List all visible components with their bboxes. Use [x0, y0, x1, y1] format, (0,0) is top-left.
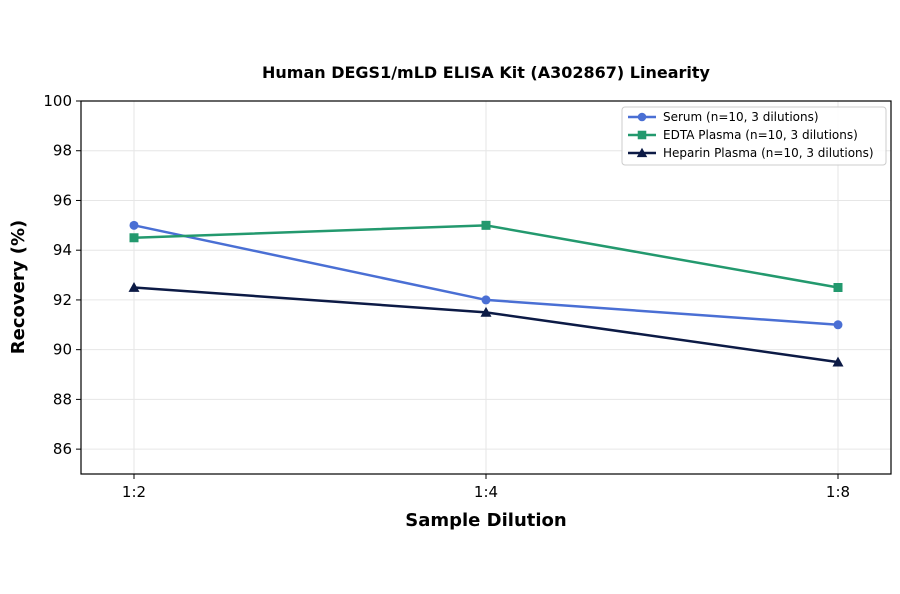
data-point — [129, 233, 139, 243]
legend-label: EDTA Plasma (n=10, 3 dilutions) — [663, 128, 858, 142]
x-tick-label: 1:8 — [826, 483, 850, 501]
data-point — [129, 220, 139, 230]
x-tick-label: 1:2 — [122, 483, 146, 501]
y-tick-label: 96 — [53, 191, 72, 209]
y-tick-label: 88 — [53, 390, 72, 408]
legend-marker — [637, 112, 647, 122]
x-tick-label: 1:4 — [474, 483, 498, 501]
y-tick-label: 90 — [53, 341, 72, 359]
legend-item: EDTA Plasma (n=10, 3 dilutions) — [628, 128, 858, 142]
data-point — [833, 320, 843, 330]
legend-item: Serum (n=10, 3 dilutions) — [628, 110, 819, 124]
series-2 — [129, 220, 843, 292]
y-tick-label: 92 — [53, 291, 72, 309]
data-point — [480, 306, 492, 317]
chart-title: Human DEGS1/mLD ELISA Kit (A302867) Line… — [262, 63, 711, 82]
ticks: 86 88 90 92 94 96 98 100 1:2 1:4 1:8 — [43, 92, 850, 501]
data-point — [481, 220, 491, 230]
data-point — [832, 356, 844, 367]
y-tick-label: 98 — [53, 142, 72, 160]
y-tick-label: 94 — [53, 241, 72, 259]
legend-label: Heparin Plasma (n=10, 3 dilutions) — [663, 146, 874, 160]
data-point — [128, 282, 140, 292]
data-point — [833, 283, 843, 292]
series-3 — [128, 282, 844, 367]
y-tick-label: 86 — [53, 440, 72, 458]
series-1 — [129, 220, 843, 330]
y-tick-label: 100 — [43, 92, 72, 110]
legend-box — [621, 106, 887, 166]
y-axis-label: Recovery (%) — [8, 220, 29, 354]
legend-item: Heparin Plasma (n=10, 3 dilutions) — [628, 146, 874, 160]
legend: Serum (n=10, 3 dilutions) EDTA Plasma (n=… — [621, 106, 887, 166]
legend-label: Serum (n=10, 3 dilutions) — [663, 110, 819, 124]
legend-marker — [636, 147, 648, 158]
x-axis-label: Sample Dilution — [405, 510, 566, 531]
series-layer — [128, 220, 844, 367]
data-point — [481, 295, 491, 305]
legend-marker — [637, 130, 647, 140]
